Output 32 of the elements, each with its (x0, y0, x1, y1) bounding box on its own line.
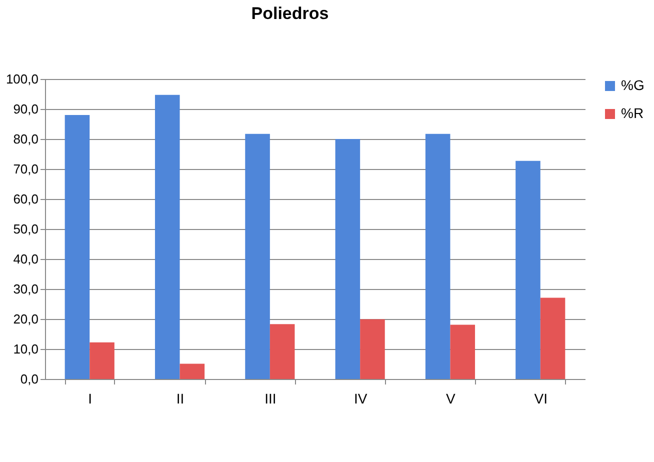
bar (335, 139, 360, 379)
legend-label: %G (621, 77, 644, 93)
x-tick-label: V (446, 390, 456, 406)
y-tick-label: 60,0 (13, 192, 38, 206)
y-tick-label: 50,0 (13, 222, 38, 236)
bar (360, 319, 385, 379)
bar (516, 160, 540, 379)
y-tick-label: 100,0 (6, 72, 38, 86)
x-tick-label: VI (534, 390, 548, 406)
y-tick-label: 40,0 (13, 252, 38, 266)
y-tick-label: 0,0 (20, 372, 38, 386)
x-tick-label: III (264, 390, 276, 406)
bar (180, 364, 205, 379)
legend-label: %R (621, 105, 644, 121)
y-tick-label: 30,0 (13, 282, 38, 296)
y-tick-label: 10,0 (13, 342, 38, 356)
bar (64, 115, 90, 379)
bar (154, 94, 180, 379)
x-tick-label: I (88, 390, 92, 406)
chart-title: Poliedros (251, 4, 329, 23)
bar (245, 134, 270, 379)
y-tick-label: 80,0 (13, 132, 38, 146)
y-tick-label: 90,0 (13, 102, 38, 116)
y-tick-label: 20,0 (13, 312, 38, 326)
bar (270, 324, 295, 379)
bar (540, 298, 566, 379)
x-tick-label: II (176, 390, 184, 406)
y-tick-label: 70,0 (13, 162, 38, 176)
bar (425, 134, 450, 379)
x-tick-label: IV (354, 390, 368, 406)
bar (450, 324, 476, 379)
bar (90, 342, 114, 379)
